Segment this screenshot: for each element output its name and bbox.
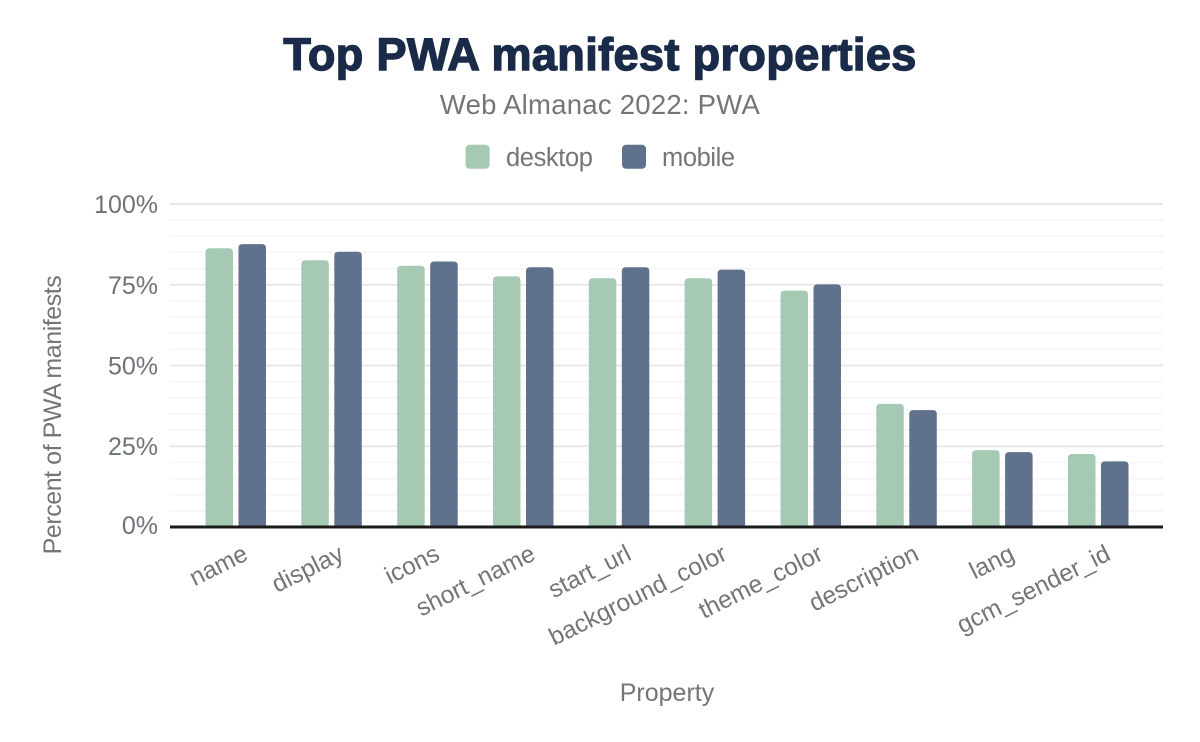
svg-text:Top PWA manifest properties: Top PWA manifest properties bbox=[283, 29, 916, 80]
svg-text:Percent of PWA manifests: Percent of PWA manifests bbox=[39, 276, 67, 555]
svg-text:mobile: mobile bbox=[662, 144, 735, 172]
svg-text:50%: 50% bbox=[108, 353, 158, 381]
svg-text:0%: 0% bbox=[122, 512, 158, 540]
svg-text:100%: 100% bbox=[94, 191, 158, 219]
svg-text:desktop: desktop bbox=[506, 144, 593, 172]
svg-text:25%: 25% bbox=[108, 433, 158, 461]
svg-text:Property: Property bbox=[620, 679, 715, 707]
svg-text:Web Almanac 2022: PWA: Web Almanac 2022: PWA bbox=[440, 89, 761, 120]
svg-text:75%: 75% bbox=[108, 272, 158, 300]
